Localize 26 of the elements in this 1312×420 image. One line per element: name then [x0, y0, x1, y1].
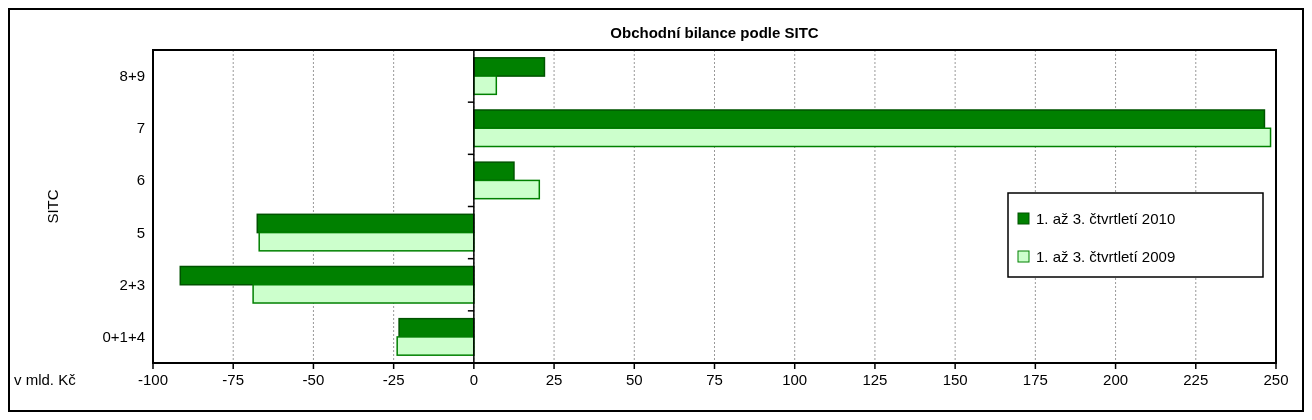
x-tick-label: 250	[1263, 371, 1289, 388]
legend-label: 1. až 3. čtvrtletí 2010	[1036, 210, 1176, 227]
x-tick-label: -100	[137, 371, 169, 388]
x-axis-title: v mld. Kč	[14, 371, 77, 388]
x-tick-label: 75	[706, 371, 723, 388]
y-tick-label: 5	[136, 223, 145, 241]
y-tick-label: 0+1+4	[102, 327, 145, 345]
x-tick-label: -75	[222, 371, 245, 388]
x-tick-label: -50	[302, 371, 325, 388]
x-tick-label: 100	[782, 371, 808, 388]
y-tick-label: 8+9	[119, 67, 145, 85]
x-tick-label: 200	[1103, 371, 1129, 388]
x-tick-label: 0	[469, 371, 479, 388]
legend-label: 1. až 3. čtvrtletí 2009	[1036, 248, 1176, 265]
y-tick-label: 6	[136, 171, 145, 189]
y-axis-title: SITC	[44, 189, 61, 224]
x-tick-label: -25	[382, 371, 405, 388]
x-tick-label: 50	[625, 371, 643, 388]
y-tick-label: 7	[136, 119, 145, 137]
x-tick-label: 25	[545, 371, 563, 388]
x-tick-label: 150	[942, 371, 968, 388]
chart-title: Obchodní bilance podle SITC	[610, 24, 819, 41]
x-tick-label: 175	[1022, 371, 1048, 388]
y-tick-label: 2+3	[119, 275, 145, 293]
x-tick-label: 125	[862, 371, 888, 388]
x-tick-label: 225	[1183, 371, 1209, 388]
